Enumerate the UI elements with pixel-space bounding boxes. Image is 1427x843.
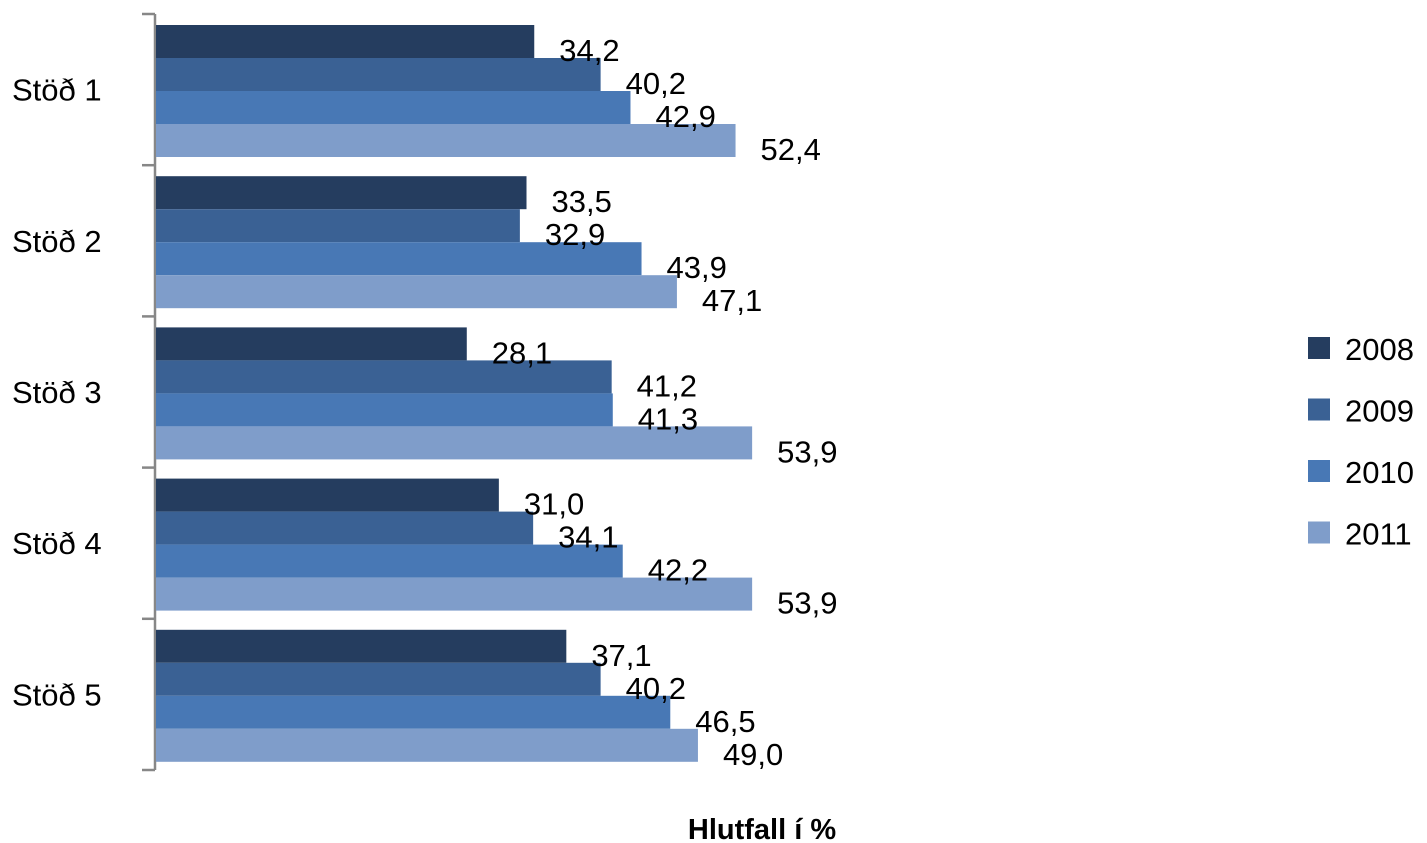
x-axis-title: Hlutfall í % (688, 814, 836, 843)
bar (156, 176, 527, 210)
data-label: 43,9 (667, 250, 727, 285)
data-label: 42,9 (655, 99, 715, 134)
legend-label: 2011 (1345, 517, 1412, 552)
data-label: 53,9 (777, 434, 837, 469)
data-label: 32,9 (545, 217, 605, 252)
bar (156, 124, 736, 157)
bar (156, 577, 753, 611)
bars (156, 25, 753, 762)
bar (156, 728, 698, 762)
bar (156, 393, 613, 427)
data-label: 49,0 (723, 737, 783, 772)
data-label: 41,3 (638, 401, 698, 436)
bar (156, 629, 567, 663)
bar (156, 426, 753, 460)
bar (156, 478, 499, 512)
legend: 2008 2009 2010 2011 (1308, 332, 1414, 552)
data-label: 40,2 (626, 671, 686, 706)
data-label: 46,5 (695, 704, 755, 739)
data-labels: 34,240,242,952,433,532,943,947,128,141,2… (492, 33, 838, 772)
legend-swatch (1308, 398, 1330, 421)
data-label: 28,1 (492, 335, 552, 370)
data-label: 34,1 (558, 520, 618, 555)
category-label: Stöð 1 (12, 73, 102, 108)
data-label: 53,9 (777, 586, 837, 621)
data-label: 37,1 (591, 638, 651, 673)
bar (156, 58, 601, 91)
data-label: 31,0 (524, 487, 584, 522)
bar (156, 275, 677, 309)
legend-swatch (1308, 460, 1330, 482)
bar (156, 91, 631, 124)
category-label: Stöð 5 (12, 677, 102, 712)
data-label: 47,1 (702, 283, 762, 318)
data-label: 42,2 (648, 553, 708, 588)
legend-swatch (1308, 521, 1330, 544)
legend-label: 2008 (1345, 332, 1414, 367)
legend-label: 2010 (1345, 455, 1414, 490)
bar (156, 209, 520, 243)
bar (156, 327, 467, 361)
data-label: 41,2 (637, 368, 697, 403)
bar (156, 695, 671, 729)
bar (156, 511, 534, 545)
bar (156, 544, 623, 578)
data-label: 52,4 (761, 132, 821, 167)
category-label: Stöð 2 (12, 224, 102, 259)
bar (156, 25, 535, 58)
category-label: Stöð 3 (12, 375, 102, 410)
legend-label: 2009 (1345, 394, 1414, 429)
bar (156, 242, 642, 276)
category-label: Stöð 4 (12, 526, 102, 561)
category-axis (142, 12, 157, 772)
data-label: 40,2 (626, 66, 686, 101)
data-label: 33,5 (552, 184, 612, 219)
bar (156, 360, 612, 394)
bar (156, 662, 601, 696)
category-labels: Stöð 1 Stöð 2 Stöð 3 Stöð 4 Stöð 5 (12, 73, 102, 713)
data-label: 34,2 (559, 33, 619, 68)
legend-swatch (1308, 337, 1330, 359)
